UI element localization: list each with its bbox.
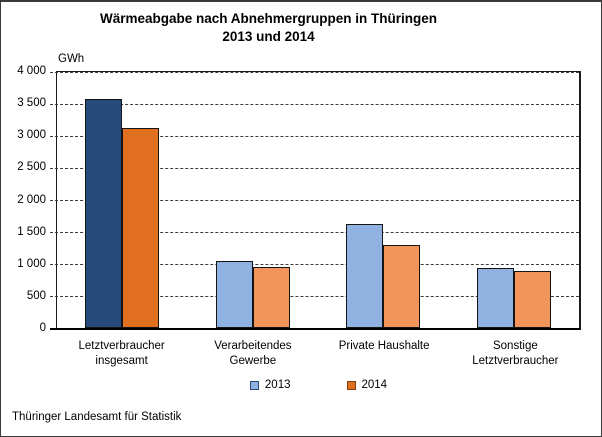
- y-tick-label: 1 000: [17, 257, 46, 270]
- gridline: [50, 264, 579, 265]
- bar-2014-category-4: [513, 271, 551, 328]
- bar-group: [449, 72, 580, 328]
- category-label: Private Haushalte: [338, 340, 430, 352]
- legend-entry-2014: 2014: [346, 379, 388, 391]
- legend-entry-2013: 2013: [249, 379, 291, 391]
- gridline: [50, 232, 579, 233]
- gridline: [50, 296, 579, 297]
- y-tick-label: 500: [26, 289, 46, 302]
- y-tick-label: 4 000: [17, 65, 46, 77]
- legend: 2013 2014: [56, 379, 581, 391]
- bar-2013-category-2: [215, 261, 253, 328]
- bar-2013-category-3: [346, 223, 384, 328]
- bar-2014-category-1: [122, 128, 160, 328]
- category-label: Verarbeitendes Gewerbe: [214, 340, 292, 367]
- bar-group: [188, 72, 319, 328]
- bar-2014-category-3: [383, 245, 421, 328]
- legend-label: 2014: [361, 379, 388, 391]
- category-label: Sonstige Letztverbraucher: [472, 340, 559, 367]
- y-tick-label: 2 000: [17, 193, 46, 206]
- y-axis-unit-label: GWh: [58, 53, 85, 65]
- bar-2013-category-4: [476, 267, 514, 328]
- y-axis-labels: 4 000 3 500 3 000 2 500 2 000 1 500 1 000 500 0: [1, 65, 46, 334]
- y-tick-label: 3 500: [17, 97, 46, 110]
- chart-title-block: Wärmeabgabe nach Abnehmergruppen in Thür…: [1, 10, 536, 46]
- gridline: [50, 72, 579, 73]
- gridline: [50, 168, 579, 169]
- bar-group: [318, 72, 449, 328]
- y-tick-label: 1 500: [17, 225, 46, 238]
- chart-title: Wärmeabgabe nach Abnehmergruppen in Thür…: [99, 11, 438, 26]
- y-tick-label: 2 500: [17, 161, 46, 174]
- bar-groups: [57, 72, 579, 328]
- bar-group: [57, 72, 188, 328]
- source-text: Thüringer Landesamt für Statistik: [12, 411, 182, 423]
- category-label: Letztverbraucher insgesamt: [78, 340, 165, 367]
- bar-2014-category-2: [252, 266, 290, 328]
- gridline: [50, 136, 579, 137]
- y-tick-label: 3 000: [17, 129, 46, 142]
- legend-marker-icon: [249, 380, 259, 390]
- legend-label: 2013: [264, 379, 291, 391]
- gridline: [50, 200, 579, 201]
- y-tick-label: 0: [39, 322, 46, 334]
- gridlines: [50, 72, 579, 328]
- chart-subtitle: 2013 und 2014: [222, 28, 315, 44]
- plot-area: [50, 71, 581, 330]
- x-axis-tick: [50, 328, 57, 330]
- bar-2013-category-1: [85, 98, 123, 328]
- legend-marker-icon: [346, 380, 356, 390]
- gridline: [50, 104, 579, 105]
- x-axis-labels: Letztverbraucher insgesamt Verarbeitendes…: [56, 339, 581, 369]
